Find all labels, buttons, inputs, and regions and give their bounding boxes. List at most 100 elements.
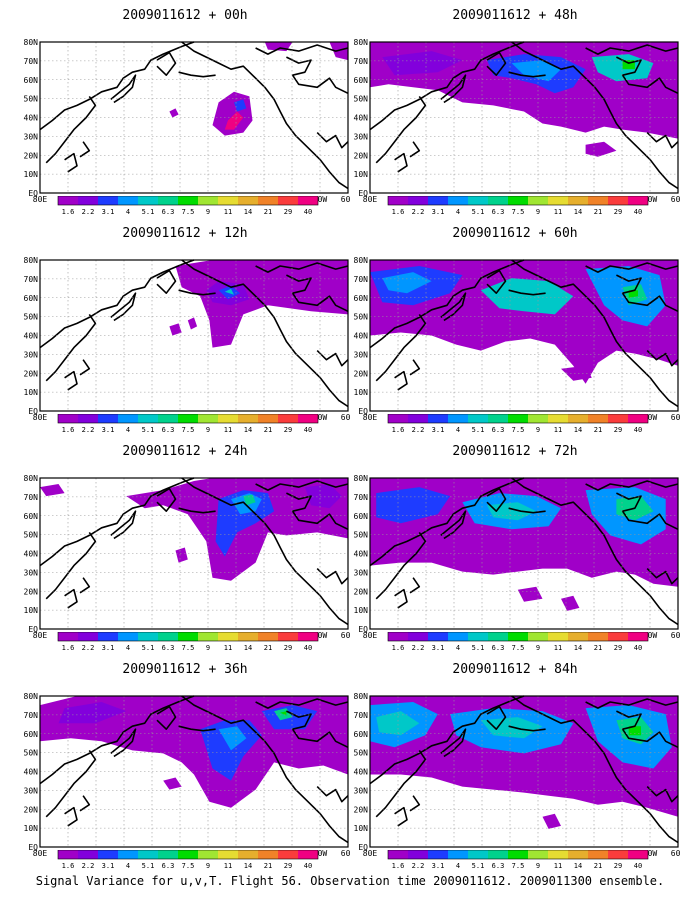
colorbar-label: 2.2 <box>412 862 425 870</box>
map-48h: 80N70N60N50N40N30N20N10NEQ80E100E120E140… <box>354 38 680 202</box>
colorbar-swatch <box>238 850 258 859</box>
coastline <box>369 41 679 190</box>
lon-label: 80W <box>643 631 658 638</box>
colorbar-label: 7.5 <box>182 426 195 434</box>
colorbar-swatch <box>388 196 408 205</box>
panel-84h: 2009011612 + 84h 80N 70N 60N 50N 40N 30N 20N 10… <box>350 662 680 870</box>
panel-12h: 2009011612 + 12h 80N 70N 60N 50N 40N 30N 20N 10… <box>20 226 350 434</box>
variance-region <box>382 51 463 76</box>
colorbar-swatch <box>548 850 568 859</box>
variance-region <box>542 813 561 829</box>
colorbar-label: 2.2 <box>412 644 425 652</box>
map-00h: 80N70N60N50N40N30N20N10NEQ80E100E120E140… <box>24 38 350 202</box>
lon-label: 80E <box>33 413 48 420</box>
colorbar-label: 9 <box>206 644 210 652</box>
lat-label: 80N <box>24 474 39 483</box>
colorbar-label: 7.5 <box>512 862 525 870</box>
lat-label: 80N <box>24 692 39 701</box>
lat-label: 70N <box>24 493 39 502</box>
colorbar-swatch <box>488 850 508 859</box>
colorbar-swatch <box>568 414 588 423</box>
lat-label: 40N <box>24 114 39 123</box>
variance-region <box>628 290 638 298</box>
map-frame <box>369 41 679 194</box>
variance-region <box>163 777 182 790</box>
colorbar-label: 1.6 <box>392 644 405 652</box>
lat-label: 60N <box>354 294 369 303</box>
colorbar-label: 1.6 <box>392 208 405 216</box>
colorbar-label: 1.6 <box>62 426 75 434</box>
colorbar-label: 14 <box>244 426 252 434</box>
lat-label: 40N <box>354 768 369 777</box>
lat-label: 70N <box>354 711 369 720</box>
colorbar-swatch <box>218 196 238 205</box>
colorbar-swatch <box>138 414 158 423</box>
variance-region <box>628 726 641 736</box>
lat-label: 50N <box>24 749 39 758</box>
colorbar-label: 9 <box>536 644 540 652</box>
colorbar-label: 3.1 <box>102 862 115 870</box>
colorbar-swatch <box>298 196 318 205</box>
colorbar-swatch <box>408 414 428 423</box>
colorbar-swatch <box>408 850 428 859</box>
colorbar-swatch <box>508 196 528 205</box>
colorbar-swatch <box>158 196 178 205</box>
colorbar-label: 11 <box>554 208 562 216</box>
lat-label: 20N <box>24 369 39 378</box>
lat-label: 10N <box>24 606 39 615</box>
coastline <box>369 477 679 626</box>
variance-region <box>480 278 574 315</box>
colorbar-label: 9 <box>206 862 210 870</box>
lat-label: 10N <box>24 170 39 179</box>
colorbar-60h: 1.6 2.2 3.1 4 5.1 6.3 7.5 9 11 14 21 29 40 <box>350 414 680 444</box>
lat-label: 60N <box>24 76 39 85</box>
colorbar-label: 2.2 <box>82 426 95 434</box>
map-60h: 80N70N60N50N40N30N20N10NEQ80E100E120E140… <box>354 256 680 420</box>
colorbar-swatch <box>608 850 628 859</box>
lon-label: 80E <box>363 413 378 420</box>
colorbar-label: 14 <box>244 644 252 652</box>
lat-label: 70N <box>354 275 369 284</box>
lat-label: 20N <box>354 587 369 596</box>
colorbar-label: 6.3 <box>492 862 505 870</box>
variance-region <box>376 487 451 524</box>
lat-label: 70N <box>354 57 369 66</box>
lat-label: EQ <box>28 625 38 634</box>
colorbar-swatch <box>468 414 488 423</box>
colorbar-label: 29 <box>284 426 292 434</box>
colorbar-swatch <box>158 850 178 859</box>
colorbar-label: 29 <box>614 208 622 216</box>
variance-region <box>215 490 275 557</box>
lat-label: 80N <box>354 256 369 265</box>
colorbar-label: 29 <box>284 644 292 652</box>
panel-48h: 2009011612 + 48h 80N 70N 60N 50N 40N 30N 20N 10… <box>350 8 680 216</box>
colorbar-48h: 1.6 2.2 3.1 4 5.1 6.3 7.5 9 11 14 21 29 40 <box>350 196 680 226</box>
graticule <box>370 478 678 629</box>
panel-title: 2009011612 + 36h <box>122 662 248 677</box>
colorbar-label: 6.3 <box>162 862 175 870</box>
colorbar-swatch <box>548 632 568 641</box>
colorbar-swatch <box>628 196 648 205</box>
colorbar-label: 9 <box>536 426 540 434</box>
lat-label: 40N <box>354 114 369 123</box>
map-12h: 80N70N60N50N40N30N20N10NEQ80E100E120E140… <box>24 256 350 420</box>
colorbar-swatch <box>608 196 628 205</box>
panel-00h: 2009011612 + 00h 80N 70N 60N 50N 40N 30N 20N 10… <box>20 8 350 216</box>
colorbar-label: 21 <box>264 644 272 652</box>
variance-region <box>175 547 188 563</box>
lon-label: 80W <box>313 849 328 856</box>
panel-72h: 2009011612 + 72h 80N 70N 60N 50N 40N 30N 20N 10… <box>350 444 680 652</box>
colorbar-swatch <box>58 632 78 641</box>
panel-24h: 2009011612 + 24h 80N 70N 60N 50N 40N 30N 20N 10… <box>20 444 350 652</box>
lat-label: 10N <box>24 388 39 397</box>
colorbar-label: 40 <box>304 208 312 216</box>
colorbar-swatch <box>238 196 258 205</box>
colorbar-swatch <box>98 414 118 423</box>
panel-title: 2009011612 + 72h <box>452 444 578 459</box>
lat-label: 50N <box>354 531 369 540</box>
lat-label: EQ <box>28 843 38 852</box>
colorbar-label: 7.5 <box>182 644 195 652</box>
variance-region <box>58 702 127 724</box>
lon-label: 60W <box>341 413 350 420</box>
colorbar-swatch <box>58 414 78 423</box>
